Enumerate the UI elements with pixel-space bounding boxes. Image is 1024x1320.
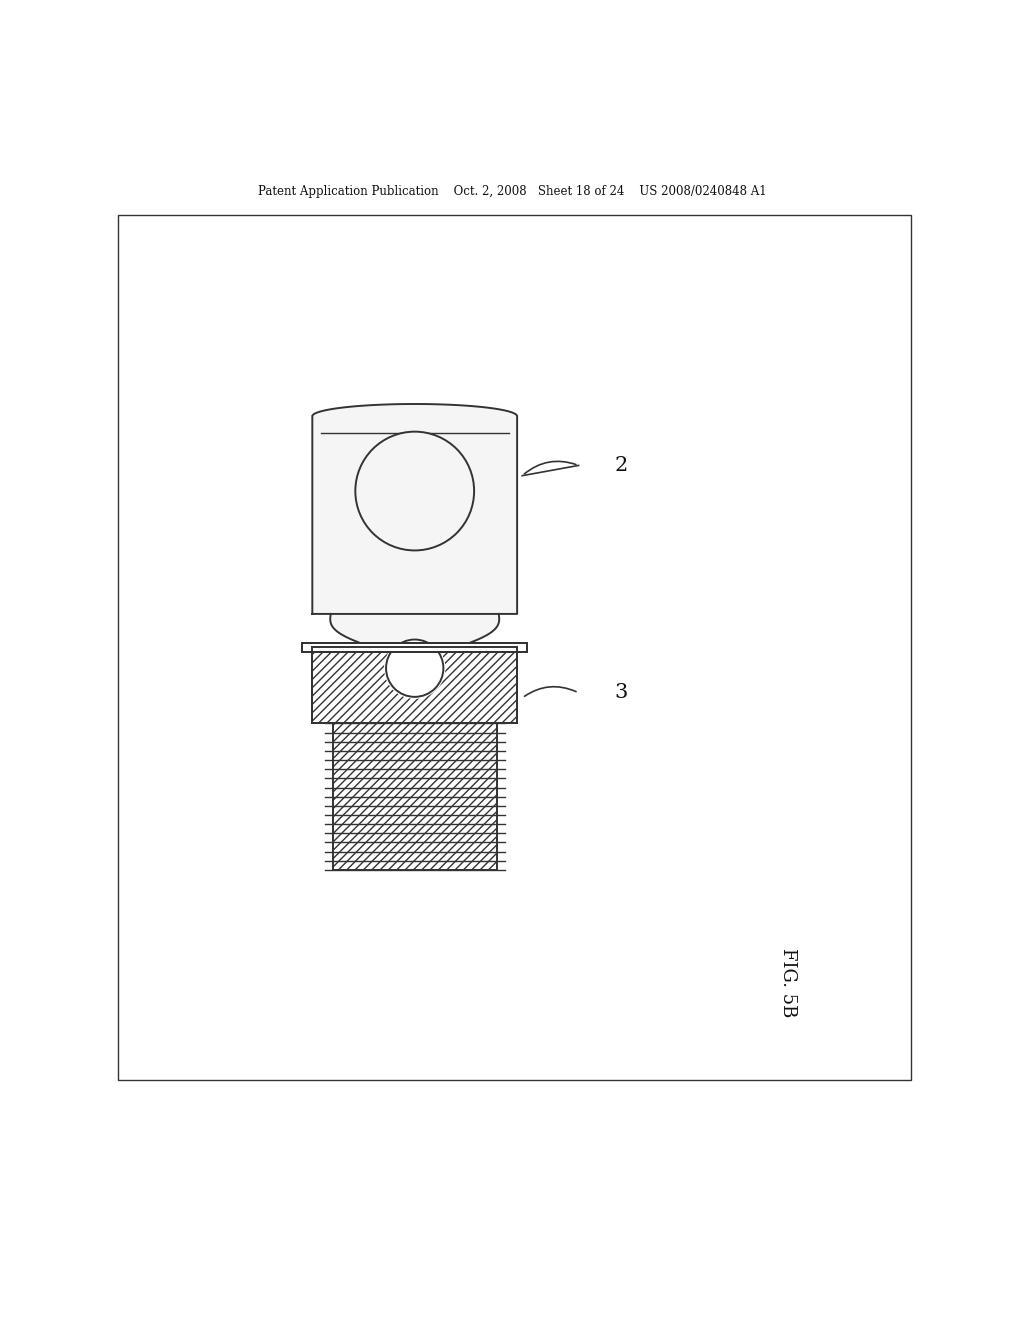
Bar: [118, 215, 911, 1080]
Text: FIG. 5B: FIG. 5B: [779, 948, 798, 1018]
Circle shape: [386, 639, 443, 697]
Text: 3: 3: [614, 684, 628, 702]
Text: 2: 2: [614, 455, 628, 475]
Bar: [312, 647, 517, 723]
Bar: [312, 647, 517, 723]
Bar: [333, 723, 497, 870]
Circle shape: [355, 432, 474, 550]
Circle shape: [384, 638, 445, 698]
Bar: [333, 723, 497, 870]
Text: Patent Application Publication    Oct. 2, 2008   Sheet 18 of 24    US 2008/02408: Patent Application Publication Oct. 2, 2…: [258, 185, 766, 198]
Polygon shape: [312, 404, 517, 614]
Bar: [302, 643, 527, 652]
Polygon shape: [331, 614, 499, 652]
